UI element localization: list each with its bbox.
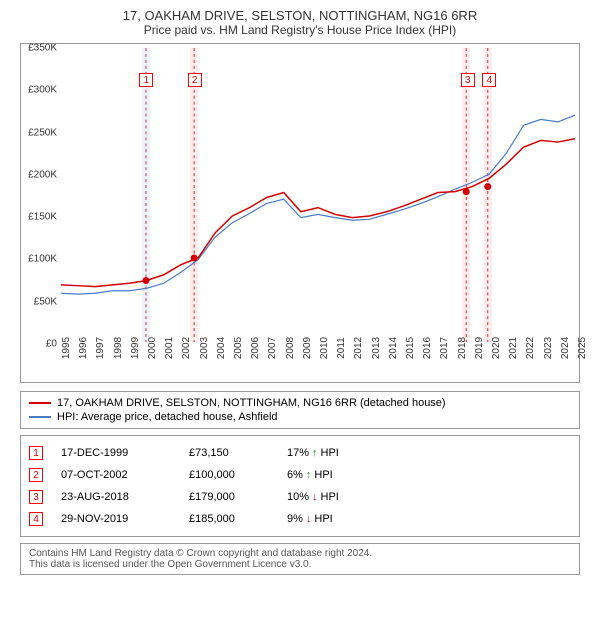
- chart-subtitle: Price paid vs. HM Land Registry's House …: [10, 23, 590, 37]
- event-row: 1 17-DEC-1999 £73,150 17%↑HPI: [29, 442, 571, 464]
- x-tick-label: 2025: [577, 337, 600, 359]
- legend-row: HPI: Average price, detached house, Ashf…: [29, 410, 571, 424]
- event-row: 3 23-AUG-2018 £179,000 10%↓HPI: [29, 486, 571, 508]
- series-property: [61, 139, 575, 287]
- x-axis: 1995199619971998199920002001200220032004…: [61, 342, 575, 382]
- event-date: 29-NOV-2019: [61, 513, 171, 525]
- legend-box: 17, OAKHAM DRIVE, SELSTON, NOTTINGHAM, N…: [20, 391, 580, 429]
- chart-title: 17, OAKHAM DRIVE, SELSTON, NOTTINGHAM, N…: [10, 8, 590, 23]
- event-dot-1: [142, 277, 149, 284]
- event-price: £73,150: [189, 447, 269, 459]
- event-marker: 3: [29, 490, 43, 504]
- page-container: 17, OAKHAM DRIVE, SELSTON, NOTTINGHAM, N…: [0, 0, 600, 620]
- events-box: 1 17-DEC-1999 £73,150 17%↑HPI 2 07-OCT-2002 £1…: [20, 435, 580, 537]
- event-price: £179,000: [189, 491, 269, 503]
- plot-region: 1234: [61, 48, 575, 342]
- footer-line-1: Contains HM Land Registry data © Crown c…: [29, 548, 571, 559]
- y-tick-label: £50K: [34, 296, 57, 307]
- chart-area: £0 £50K £100K £150K £200K £250K £300K £350K 123…: [20, 43, 580, 383]
- arrow-icon: ↓: [312, 491, 318, 503]
- arrow-icon: ↑: [306, 469, 312, 481]
- event-marker: 2: [29, 468, 43, 482]
- y-tick-label: £100K: [28, 254, 57, 265]
- y-tick-label: £350K: [28, 43, 57, 54]
- event-dot-3: [463, 188, 470, 195]
- legend-label: HPI: Average price, detached house, Ashf…: [57, 411, 278, 423]
- event-marker: 1: [29, 446, 43, 460]
- chart-svg: [61, 48, 575, 342]
- legend-swatch: [29, 416, 51, 418]
- arrow-icon: ↑: [312, 447, 318, 459]
- series-hpi: [61, 115, 575, 294]
- event-hpi: 17%↑HPI: [287, 447, 339, 459]
- event-date: 23-AUG-2018: [61, 491, 171, 503]
- footer-line-2: This data is licensed under the Open Gov…: [29, 559, 571, 570]
- event-hpi: 6%↑HPI: [287, 469, 333, 481]
- event-dot-2: [191, 255, 198, 262]
- y-tick-label: £200K: [28, 169, 57, 180]
- y-axis: £0£50K£100K£150K£200K£250K£300K£350K: [21, 48, 61, 342]
- y-tick-label: £300K: [28, 85, 57, 96]
- event-price: £185,000: [189, 513, 269, 525]
- arrow-icon: ↓: [306, 513, 312, 525]
- footer-box: Contains HM Land Registry data © Crown c…: [20, 543, 580, 575]
- y-tick-label: £150K: [28, 212, 57, 223]
- legend-label: 17, OAKHAM DRIVE, SELSTON, NOTTINGHAM, N…: [57, 397, 446, 409]
- event-marker: 4: [29, 512, 43, 526]
- y-tick-label: £0: [46, 339, 57, 350]
- event-date: 07-OCT-2002: [61, 469, 171, 481]
- event-date: 17-DEC-1999: [61, 447, 171, 459]
- event-hpi: 9%↓HPI: [287, 513, 333, 525]
- event-price: £100,000: [189, 469, 269, 481]
- event-hpi: 10%↓HPI: [287, 491, 339, 503]
- event-dot-4: [484, 183, 491, 190]
- y-tick-label: £250K: [28, 127, 57, 138]
- legend-row: 17, OAKHAM DRIVE, SELSTON, NOTTINGHAM, N…: [29, 396, 571, 410]
- event-row: 4 29-NOV-2019 £185,000 9%↓HPI: [29, 508, 571, 530]
- event-row: 2 07-OCT-2002 £100,000 6%↑HPI: [29, 464, 571, 486]
- legend-swatch: [29, 402, 51, 404]
